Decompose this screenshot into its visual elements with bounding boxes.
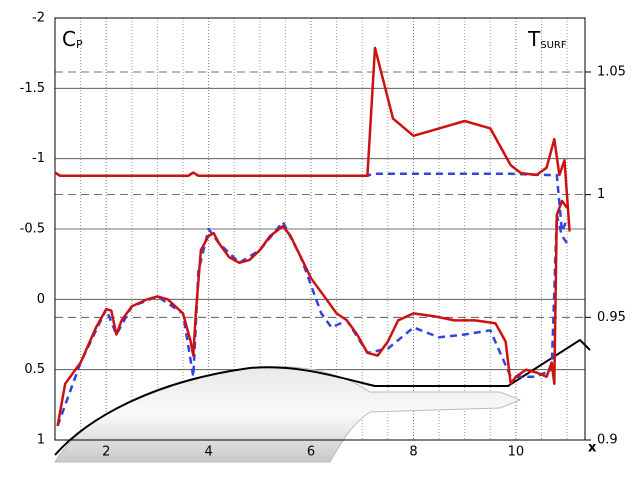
x-tick-label: 4 bbox=[204, 445, 212, 460]
y2-label: T bbox=[527, 27, 541, 51]
y2-tick-label: 0.9 bbox=[597, 433, 618, 448]
x-tick-label: 10 bbox=[508, 445, 525, 460]
x-tick-label: 6 bbox=[307, 445, 315, 460]
y2-tick-label: 1.05 bbox=[597, 64, 626, 79]
y-tick-label: -0.5 bbox=[20, 222, 45, 237]
y-tick-label: -1.5 bbox=[20, 81, 45, 96]
y2-tick-label: 1 bbox=[597, 187, 605, 202]
y-tick-label: -2 bbox=[32, 11, 45, 26]
y-tick-label: 0.5 bbox=[24, 362, 45, 377]
x-tick-label: 2 bbox=[102, 445, 110, 460]
y2-label-sub: SURF bbox=[540, 40, 567, 51]
x-axis-title: x bbox=[588, 441, 597, 456]
y-tick-label: 0 bbox=[37, 292, 45, 307]
y-label-sub: P bbox=[76, 38, 83, 51]
y-tick-label: 1 bbox=[37, 433, 45, 448]
y-axis-title: CP bbox=[62, 27, 83, 52]
y-tick-label: -1 bbox=[32, 151, 45, 166]
x-tick-label: 8 bbox=[409, 445, 417, 460]
y-label: C bbox=[62, 27, 76, 51]
y2-axis-title: TSURF bbox=[527, 27, 567, 52]
chart: CP TSURF x 2 4 6 8 10 -2 -1.5 -1 -0.5 0 0.5 1 0.9 0.9… bbox=[0, 0, 634, 479]
y2-tick-label: 0.95 bbox=[597, 310, 626, 325]
